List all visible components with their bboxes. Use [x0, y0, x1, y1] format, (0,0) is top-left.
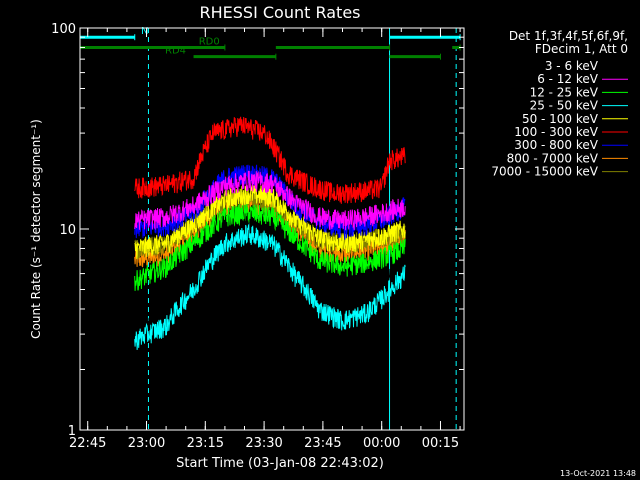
legend-label-9: 7000 - 15000 keV: [491, 165, 598, 179]
x-tick-label: 22:45: [69, 436, 106, 451]
series-line-5: [134, 185, 406, 259]
y-axis-label: Count Rate (s⁻¹ detector segment⁻¹): [29, 119, 43, 339]
legend-header-line2: FDecim 1, Att 0: [535, 42, 628, 56]
annotation-rd4-label: RD4: [165, 46, 186, 57]
series-line-4: [134, 223, 406, 350]
axes-ticks: 1 10 100 22:45 23:00 23:15 23:30 23:45 00:00 00:1…: [51, 22, 464, 451]
legend-label-5: 50 - 100 keV: [522, 112, 599, 126]
footer-timestamp: 13-Oct-2021 13:48: [560, 469, 636, 478]
legend-header-line1: Det 1f,3f,4f,5f,6f,9f,: [509, 29, 628, 43]
y-tick-label: 10: [59, 223, 76, 238]
x-tick-label: 23:15: [187, 436, 224, 451]
x-tick-label: 00:15: [422, 436, 459, 451]
series-line-3: [134, 203, 406, 291]
legend-label-8: 800 - 7000 keV: [507, 151, 599, 165]
x-tick-label: 23:00: [128, 436, 165, 451]
legend-label-1: 3 - 6 keV: [545, 59, 599, 73]
annotation-n-label: N: [141, 26, 148, 37]
y-tick-label: 100: [51, 22, 76, 37]
x-axis-label: Start Time (03-Jan-08 22:43:02): [176, 456, 384, 471]
legend-label-6: 100 - 300 keV: [514, 125, 598, 139]
legend-label-7: 300 - 800 keV: [514, 138, 598, 152]
legend-label-2: 6 - 12 keV: [537, 72, 599, 86]
legend-label-3: 12 - 25 keV: [530, 85, 599, 99]
chart-title: RHESSI Count Rates: [200, 3, 361, 22]
y-tick-label: 1: [68, 424, 76, 439]
x-tick-label: 23:30: [245, 436, 282, 451]
x-tick-label: 23:45: [304, 436, 341, 451]
annotation-rd0-label: RD0: [199, 36, 220, 47]
plot-content: N RD0 RD4: [79, 26, 461, 430]
legend-label-4: 25 - 50 keV: [530, 99, 599, 113]
series-line-6: [134, 116, 406, 204]
series-line-2: [134, 170, 406, 231]
x-tick-label: 00:00: [363, 436, 400, 451]
